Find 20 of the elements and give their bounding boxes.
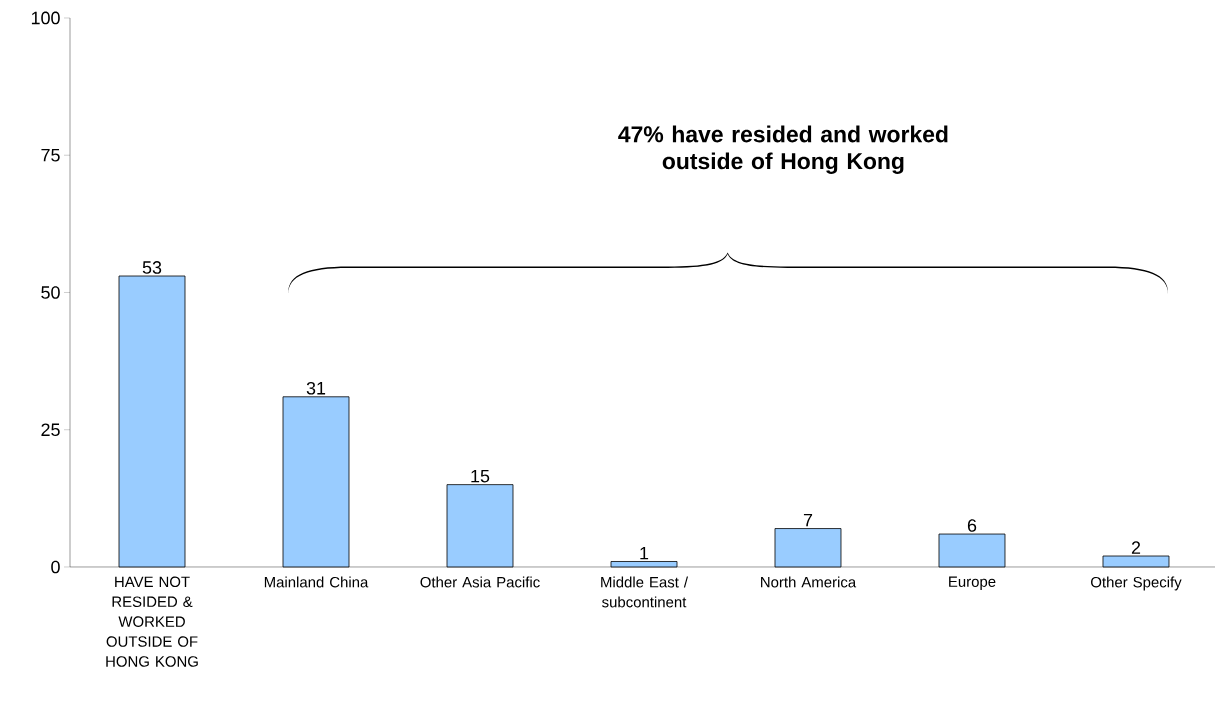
data-label: 7 [803, 514, 813, 527]
y-tick-label: 50 [41, 286, 60, 299]
x-tick-label: Other Specify [1091, 576, 1182, 591]
data-label: 15 [471, 469, 490, 483]
y-tick-label: 75 [41, 148, 60, 162]
y-tick-label: 25 [41, 423, 60, 437]
data-label: 53 [142, 261, 162, 274]
data-label: 6 [967, 519, 977, 532]
data-label: 31 [306, 381, 326, 395]
data-label: 2 [1131, 541, 1141, 554]
annotation: 47% have resided and worked outside of Hong Kong [618, 125, 948, 174]
y-tick-label: 100 [31, 11, 60, 25]
x-tick-label: North America [761, 576, 857, 588]
y-tick-label: 0 [51, 560, 60, 574]
x-tick-label: Europe [949, 576, 996, 590]
x-tick-label: Mainland China [264, 576, 369, 588]
data-label: 1 [640, 546, 649, 560]
x-tick-label: HAVE NOT RESIDED & WORKED OUTSIDE OF HONG KONG [106, 576, 198, 667]
x-tick-label: Middle East / subcontinent [601, 576, 688, 608]
x-tick-label: Other Asia Pacific [420, 576, 540, 588]
